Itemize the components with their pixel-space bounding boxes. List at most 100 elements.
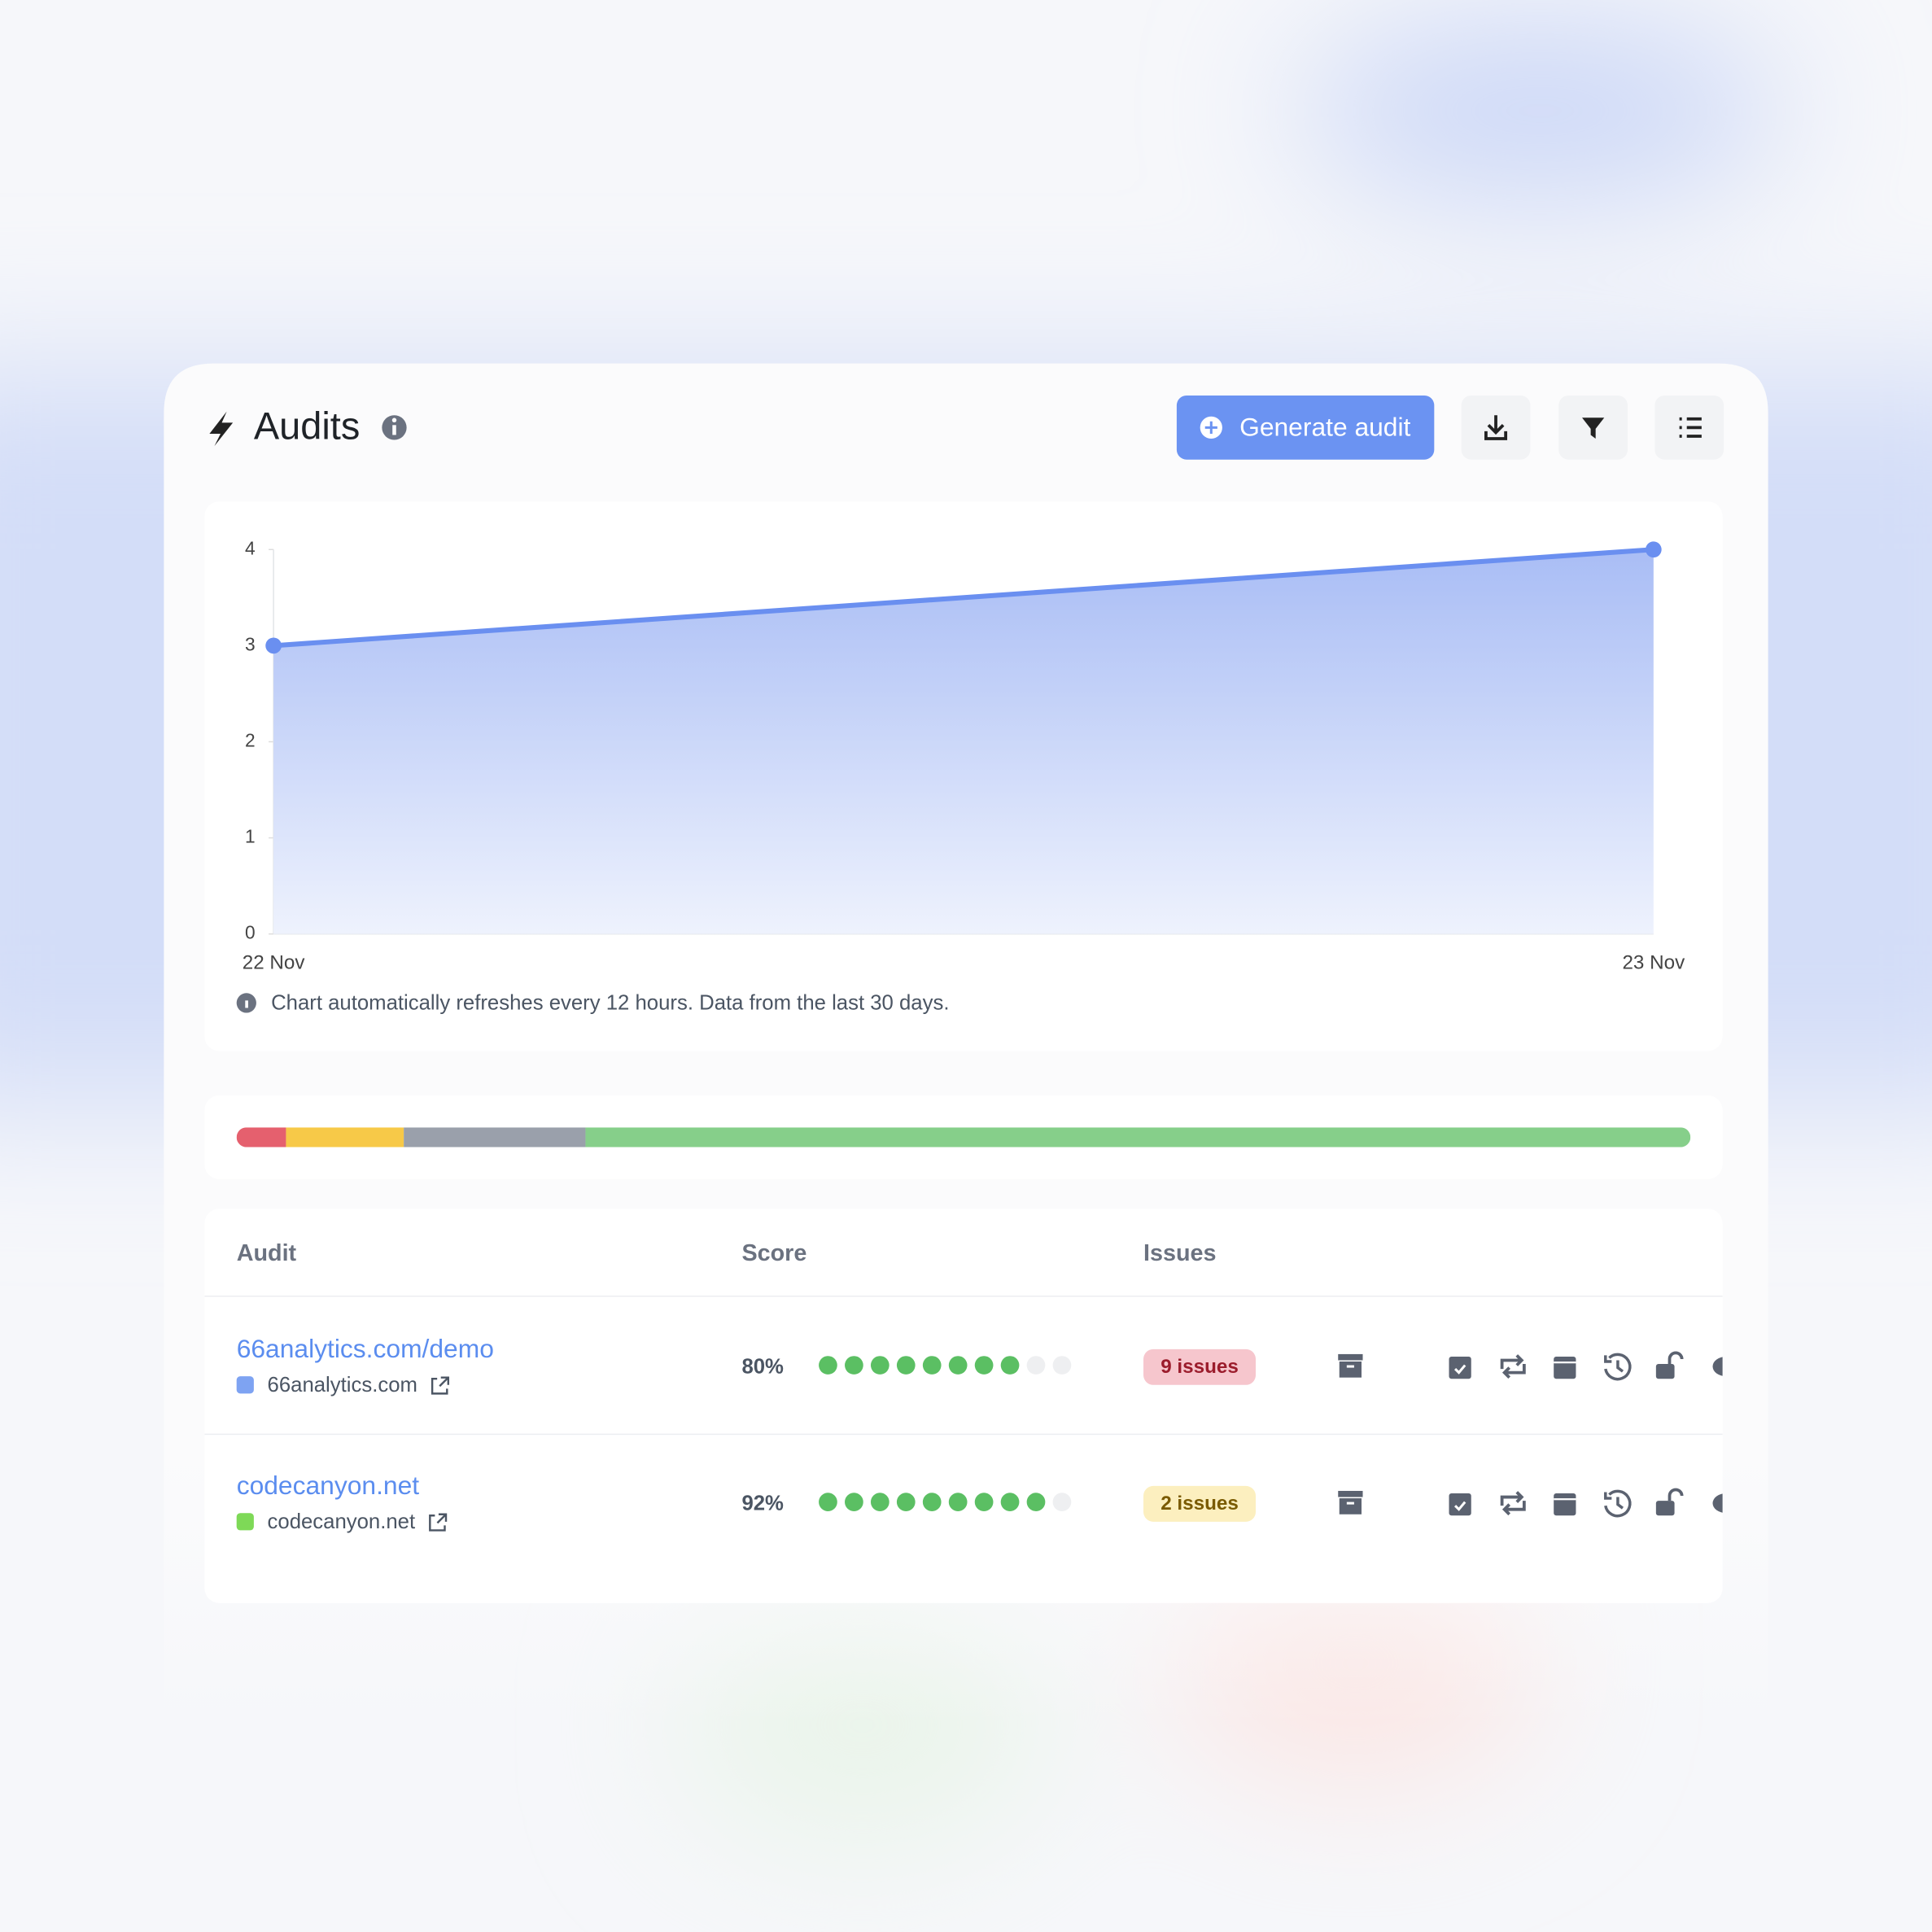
action-icon[interactable] xyxy=(1338,1490,1363,1515)
score-dot xyxy=(870,1356,890,1375)
score-dot xyxy=(922,1493,942,1511)
score-dot xyxy=(896,1493,916,1511)
score-dot xyxy=(1026,1493,1046,1511)
filter-icon xyxy=(1582,417,1605,439)
icon-part xyxy=(1339,1362,1362,1378)
score-dot xyxy=(870,1493,890,1511)
y-tick-label: 1 xyxy=(245,826,256,847)
audit-link[interactable]: codecanyon.net xyxy=(237,1471,420,1500)
action-icon[interactable] xyxy=(1554,1493,1576,1516)
action-icon[interactable] xyxy=(1604,1353,1632,1381)
score: 92% xyxy=(741,1492,784,1515)
icon-part xyxy=(1655,1364,1675,1379)
icon-part xyxy=(1500,1491,1526,1516)
icon-part xyxy=(1500,1354,1526,1379)
score-dot xyxy=(922,1356,942,1375)
action-icon[interactable] xyxy=(1604,1489,1632,1518)
action-icon[interactable] xyxy=(1655,1488,1684,1516)
domain: codecanyon.net xyxy=(268,1510,416,1533)
icon-part xyxy=(1338,1490,1363,1497)
external-link-icon[interactable] xyxy=(429,1513,448,1532)
issues-badge xyxy=(1143,1348,1257,1385)
icon-part xyxy=(1712,1357,1723,1376)
icon-part xyxy=(1554,1362,1576,1364)
page-title: Audits xyxy=(254,404,360,447)
domain: 66analytics.com xyxy=(268,1374,417,1397)
line xyxy=(273,547,1654,649)
status-bar xyxy=(236,1127,1691,1147)
icon-part xyxy=(1453,1364,1466,1375)
action-icon[interactable] xyxy=(1500,1354,1526,1379)
bolt-icon xyxy=(209,411,234,447)
point xyxy=(265,637,282,654)
score-dot xyxy=(1026,1356,1046,1375)
column-header: Score xyxy=(741,1240,806,1266)
score-dot xyxy=(974,1493,994,1511)
action-icon[interactable] xyxy=(1500,1491,1526,1516)
issues-badge xyxy=(1143,1485,1257,1522)
icon-part xyxy=(1554,1498,1576,1501)
button-bg xyxy=(1176,396,1435,460)
status-segment xyxy=(286,1127,404,1147)
icon-part xyxy=(1668,1351,1684,1365)
score-dot xyxy=(948,1356,968,1375)
issues-badge-label: 9 issues xyxy=(1161,1356,1239,1378)
info-icon-dot xyxy=(391,417,397,423)
info-icon-glyph xyxy=(392,425,396,435)
icon-part xyxy=(1453,1501,1466,1511)
icon-part xyxy=(1339,1498,1362,1515)
info-icon-glyph xyxy=(245,1000,248,1008)
favicon xyxy=(236,1376,254,1394)
area xyxy=(273,549,1654,934)
filter-button[interactable] xyxy=(1558,396,1628,460)
issues-badge-label: 2 issues xyxy=(1161,1493,1239,1515)
download-icon xyxy=(1484,415,1508,440)
action-icon[interactable] xyxy=(1712,1493,1740,1513)
action-icon[interactable] xyxy=(1449,1493,1471,1516)
icon-part xyxy=(1655,1501,1675,1516)
icon-part xyxy=(1554,1356,1576,1379)
list-icon xyxy=(1679,417,1702,438)
score-dot xyxy=(896,1356,916,1375)
table: Audit Score Issues 66analytics.com/demo 66an… xyxy=(204,1240,1740,1533)
icon-part xyxy=(1712,1493,1723,1513)
audit-link[interactable]: 66analytics.com/demo xyxy=(237,1334,494,1363)
action-icon[interactable] xyxy=(1449,1356,1471,1379)
point xyxy=(1645,541,1662,558)
plus-glyph xyxy=(1204,421,1217,434)
chart: 0 1 2 3 4 22 Nov 23 Nov xyxy=(243,537,1685,973)
score-dot xyxy=(1052,1493,1072,1511)
score-dot xyxy=(948,1493,968,1511)
column-header: Audit xyxy=(237,1240,297,1266)
icon-part xyxy=(1449,1493,1471,1516)
generate-audit-button[interactable]: Generate audit xyxy=(1176,396,1435,460)
score-dot xyxy=(819,1356,837,1375)
icon-part xyxy=(1554,1493,1576,1516)
icon-part xyxy=(1604,1489,1632,1518)
favicon xyxy=(236,1513,254,1531)
score-dot xyxy=(1000,1493,1020,1511)
score-dot xyxy=(1000,1356,1020,1375)
external-link-icon[interactable] xyxy=(431,1376,450,1395)
chart-note: Chart automatically refreshes every 12 h… xyxy=(271,992,949,1015)
icon-part xyxy=(1346,1501,1354,1505)
action-icon[interactable] xyxy=(1655,1351,1684,1379)
action-icon[interactable] xyxy=(1554,1356,1576,1379)
icon-part xyxy=(1449,1356,1471,1379)
score-dot xyxy=(974,1356,994,1375)
score-dot xyxy=(845,1356,863,1375)
y-tick-label: 3 xyxy=(245,633,256,654)
y-tick-label: 0 xyxy=(245,922,256,943)
icon-part xyxy=(1668,1488,1684,1501)
column-header: Issues xyxy=(1143,1240,1217,1266)
y-tick-label: 4 xyxy=(245,537,256,558)
list-button[interactable] xyxy=(1654,396,1724,460)
button-label: Generate audit xyxy=(1239,412,1410,441)
download-button[interactable] xyxy=(1461,396,1531,460)
action-icon[interactable] xyxy=(1338,1353,1363,1378)
status-segment xyxy=(404,1127,586,1147)
action-icon[interactable] xyxy=(1712,1357,1740,1376)
y-tick-label: 2 xyxy=(245,729,256,750)
table-panel xyxy=(204,1209,1723,1603)
